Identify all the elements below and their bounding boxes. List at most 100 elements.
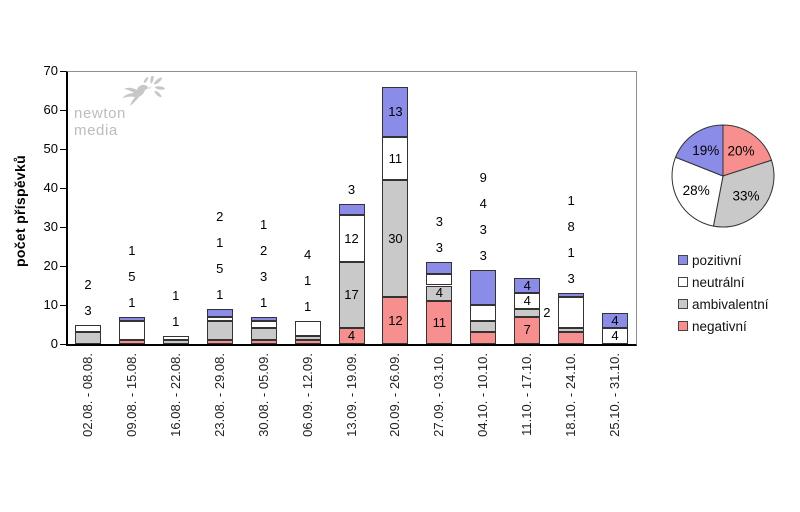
bar-segment-neutrální (294, 320, 321, 337)
bar-value-label: 3 (260, 268, 268, 284)
x-tick-label: 02.08. - 08.08. (79, 353, 95, 437)
bar-value-label: 12 (388, 312, 403, 328)
legend-item-neutrální: neutrální (678, 271, 769, 293)
pie-slice-ambivalentní (712, 159, 775, 228)
bar-segment-negativní (470, 332, 497, 344)
bar-segment-neutrální (382, 137, 409, 181)
bar-value-label: 7 (523, 322, 531, 338)
bar-value-label: 1 (260, 216, 268, 232)
bar-segment-neutrální (250, 320, 277, 329)
x-tick-label: 04.10. - 10.10. (475, 353, 491, 437)
bar-segment-ambivalentní (162, 340, 189, 344)
pie-percentage-label: 19% (692, 143, 719, 158)
y-tick-label: 70 (43, 63, 58, 78)
bar-value-label: 1 (567, 245, 575, 261)
bar-value-label: 4 (479, 195, 487, 211)
y-tick-label: 10 (43, 297, 58, 312)
bar-value-label: 17 (344, 287, 359, 303)
newton-media-logo-icon (122, 76, 165, 106)
x-tick-label: 27.09. - 03.10. (431, 353, 447, 437)
bar-value-label: 4 (347, 328, 356, 344)
bar-segment-neutrální (118, 320, 145, 341)
bar-value-label: 30 (388, 230, 403, 246)
legend-swatch-ambivalentní (678, 299, 688, 309)
bar-segment-negativní (338, 328, 365, 344)
bar-value-label: 3 (84, 302, 92, 318)
bar-segment-pozitivní (382, 86, 409, 138)
bar-value-label: 1 (128, 242, 136, 258)
bar-value-label: 3 (347, 181, 356, 197)
pie-percentage-label: 20% (727, 144, 754, 159)
bar-segment-negativní (294, 340, 321, 344)
x-tick-label: 20.09. - 26.09. (387, 353, 403, 437)
y-axis-tick (60, 305, 66, 306)
y-tick-label: 0 (50, 336, 58, 351)
bar-value-label: 9 (479, 169, 487, 185)
y-axis-tick (60, 344, 66, 345)
bar-value-label: 2 (84, 276, 92, 292)
bar-value-label: 4 (435, 285, 443, 301)
legend-item-negativní: negativní (678, 315, 769, 337)
y-tick-label: 50 (43, 141, 58, 156)
y-tick-label: 60 (43, 102, 58, 117)
bar-value-label: 11 (388, 150, 403, 166)
bar-value-label: 1 (128, 294, 136, 310)
bar-value-label: 1 (172, 314, 180, 330)
bar-segment-negativní (514, 316, 541, 344)
pie-chart: 20% 33% 28% 19% (671, 124, 775, 228)
bar-value-label: 1 (216, 234, 224, 250)
bar-value-label: 1 (172, 288, 180, 304)
x-tick-label: 13.09. - 19.09. (343, 353, 359, 437)
y-tick-label: 40 (43, 180, 58, 195)
bar-value-label: 4 (611, 328, 619, 344)
bar-segment-negativní (426, 301, 453, 344)
legend-swatch-neutrální (678, 277, 688, 287)
bar-value-label: 1 (216, 286, 224, 302)
bar-value-label: 2 (260, 242, 268, 258)
watermark-text: newton media (74, 105, 126, 139)
bar-segment-pozitivní (426, 262, 453, 274)
bar-segment-ambivalentní (74, 332, 101, 344)
bar-segment-negativní (118, 340, 145, 344)
legend-item-pozitivní: pozitivní (678, 249, 769, 271)
bar-segment-ambivalentní (206, 320, 233, 341)
bar-value-label: 3 (435, 214, 443, 230)
bar-segment-neutrální (558, 297, 585, 329)
bar-segment-neutrální (426, 273, 453, 286)
y-axis-tick (60, 149, 66, 150)
y-axis-tick (60, 188, 66, 189)
y-axis-tick (60, 266, 66, 267)
bar-segment-pozitivní (470, 269, 497, 305)
legend-label: negativní (692, 318, 747, 334)
bar-segment-ambivalentní (426, 285, 453, 302)
bar-segment-ambivalentní (514, 308, 541, 317)
x-tick-label: 11.10. - 17.10. (519, 353, 535, 436)
bar-value-label: 1 (260, 294, 268, 310)
bar-segment-neutrální (162, 336, 189, 341)
bar-value-label: 4 (303, 246, 312, 262)
x-tick-label: 25.10. - 31.10. (607, 353, 623, 437)
y-tick-label: 30 (43, 219, 58, 234)
bar-value-label: 5 (216, 260, 224, 276)
pie-percentage-label: 28% (683, 183, 710, 198)
bar-segment-negativní (558, 332, 585, 344)
bar-segment-pozitivní (514, 277, 541, 294)
legend-swatch-pozitivní (678, 255, 688, 265)
legend: pozitivní neutrální ambivalentní negativní (678, 249, 769, 337)
bar-segment-pozitivní (338, 203, 365, 216)
bar-value-label: 4 (611, 312, 619, 328)
bar-value-label: 5 (128, 268, 136, 284)
bar-value-label: 13 (388, 103, 403, 119)
bar-segment-neutrální (338, 215, 365, 263)
pie-slice-pozitivní (674, 124, 724, 177)
pie-slice-negativní (722, 124, 773, 177)
bar-segment-ambivalentní (470, 320, 497, 333)
bar-segment-neutrální (74, 324, 101, 333)
x-tick-label: 30.08. - 05.09. (255, 353, 271, 437)
bar-value-label: 1 (303, 272, 312, 288)
bar-value-label: 3 (435, 240, 443, 256)
x-tick-label: 23.08. - 29.08. (211, 353, 227, 437)
bar-segment-negativní (206, 340, 233, 344)
bar-segment-neutrální (514, 293, 541, 309)
